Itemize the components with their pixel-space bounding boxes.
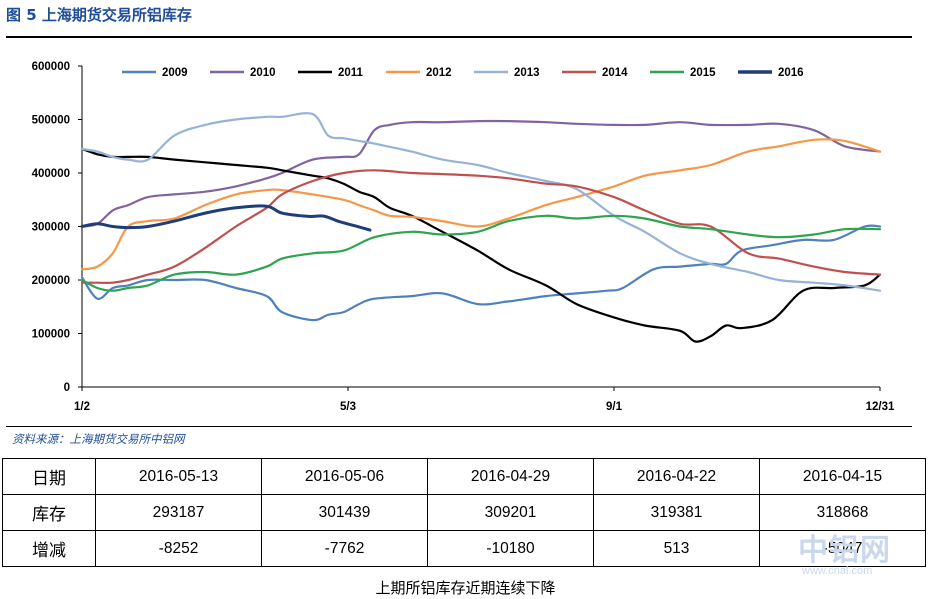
y-tick-label: 100000 bbox=[32, 329, 70, 341]
series-line-2012 bbox=[80, 138, 882, 271]
row-header: 库存 bbox=[2, 494, 96, 531]
figure-title: 图 5 上海期货交易所铝库存 bbox=[6, 6, 192, 24]
series-line-2009 bbox=[80, 224, 882, 322]
y-tick-label: 600000 bbox=[32, 61, 70, 73]
table-cell: -10180 bbox=[427, 530, 594, 567]
legend-label-2014: 2014 bbox=[602, 67, 628, 79]
table-cell: 319381 bbox=[593, 494, 760, 531]
table-cell: -5047 bbox=[759, 530, 926, 567]
row-header: 增减 bbox=[2, 530, 96, 567]
legend: 2009 2010 2011 2012 2013 2014 2015 2016 bbox=[122, 67, 804, 79]
source-note: 资料来源：上海期货交易所中铝网 bbox=[12, 432, 185, 446]
table-cell: 2016-04-22 bbox=[593, 458, 760, 495]
table-cell: 2016-05-06 bbox=[261, 458, 428, 495]
y-tick-label: 400000 bbox=[32, 168, 70, 180]
series-line-2016 bbox=[80, 204, 372, 232]
y-tick-label: 300000 bbox=[32, 222, 70, 234]
table-cell: 318868 bbox=[759, 494, 926, 531]
series-lines bbox=[80, 112, 882, 343]
table-cell: 309201 bbox=[427, 494, 594, 531]
legend-label-2016: 2016 bbox=[778, 67, 804, 79]
title-rule bbox=[6, 36, 912, 38]
series-line-2015 bbox=[80, 214, 882, 292]
x-axis: 1/2 5/3 9/1 12/31 bbox=[74, 386, 895, 413]
table-cell: -8252 bbox=[95, 530, 262, 567]
table-cell: 293187 bbox=[95, 494, 262, 531]
inventory-line-chart: 0 100000 200000 300000 400000 500000 600000 1/… bbox=[32, 61, 895, 413]
table-cell: 301439 bbox=[261, 494, 428, 531]
legend-label-2010: 2010 bbox=[250, 67, 276, 79]
legend-label-2011: 2011 bbox=[338, 67, 364, 79]
series-line-2010 bbox=[80, 119, 882, 228]
series-line-2013 bbox=[80, 112, 882, 292]
y-tick-label: 500000 bbox=[32, 115, 70, 127]
series-line-2011 bbox=[80, 147, 882, 343]
figure-caption: 上期所铝库存近期连续下降 bbox=[375, 579, 556, 597]
y-tick-label: 200000 bbox=[32, 275, 70, 287]
legend-label-2012: 2012 bbox=[426, 67, 452, 79]
table-cell: 2016-04-15 bbox=[759, 458, 926, 495]
legend-label-2009: 2009 bbox=[162, 67, 188, 79]
x-tick-label: 12/31 bbox=[866, 401, 895, 413]
source-rule bbox=[6, 426, 912, 427]
x-tick-label: 5/3 bbox=[340, 401, 356, 413]
x-tick-label: 1/2 bbox=[74, 401, 90, 413]
table-row: 增减 -8252 -7762 -10180 513 -5047 bbox=[2, 530, 926, 567]
y-axis: 0 100000 200000 300000 400000 500000 600000 bbox=[32, 61, 83, 394]
inventory-table: 日期 2016-05-13 2016-05-06 2016-04-29 2016… bbox=[2, 458, 926, 567]
row-header: 日期 bbox=[2, 458, 96, 495]
table-cell: 513 bbox=[593, 530, 760, 567]
table-cell: 2016-05-13 bbox=[95, 458, 262, 495]
table-row: 库存 293187 301439 309201 319381 318868 bbox=[2, 494, 926, 531]
table-row: 日期 2016-05-13 2016-05-06 2016-04-29 2016… bbox=[2, 458, 926, 495]
x-tick-label: 9/1 bbox=[606, 401, 623, 413]
legend-label-2013: 2013 bbox=[514, 67, 540, 79]
table-cell: -7762 bbox=[261, 530, 428, 567]
table-cell: 2016-04-29 bbox=[427, 458, 594, 495]
legend-label-2015: 2015 bbox=[690, 67, 716, 79]
series-line-2014 bbox=[80, 169, 882, 284]
y-tick-label: 0 bbox=[64, 382, 70, 394]
